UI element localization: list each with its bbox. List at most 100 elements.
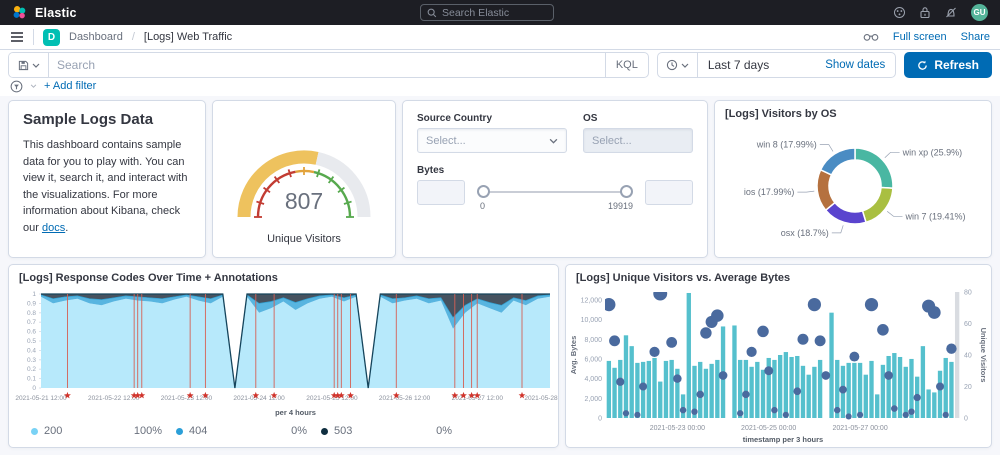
svg-text:0.5: 0.5	[27, 338, 36, 345]
legend-percentage: 0%	[436, 425, 452, 437]
breadcrumb-separator: /	[132, 31, 135, 43]
svg-text:per 4 hours: per 4 hours	[275, 408, 316, 417]
os-label: OS	[583, 113, 693, 124]
filter-funnel-icon[interactable]	[10, 80, 23, 93]
svg-text:2021-05-26 12:00: 2021-05-26 12:00	[379, 395, 431, 402]
bell-slash-icon[interactable]	[944, 6, 958, 19]
svg-text:0: 0	[598, 416, 602, 423]
legend-item[interactable]: 200100%	[31, 425, 162, 437]
svg-text:0.9: 0.9	[27, 300, 36, 307]
breadcrumb-current: [Logs] Web Traffic	[144, 31, 232, 43]
gauge-caption: Unique Visitors	[267, 233, 341, 245]
panel-title: [Logs] Unique Visitors vs. Average Bytes	[566, 265, 991, 286]
svg-text:win 8 (17.99%): win 8 (17.99%)	[756, 140, 817, 150]
svg-text:80: 80	[964, 290, 972, 297]
dashboard-app-badge[interactable]: D	[43, 29, 60, 46]
global-search-input[interactable]: Search Elastic	[420, 4, 554, 21]
source-country-select[interactable]: Select...	[417, 128, 567, 153]
saved-query-menu-button[interactable]	[9, 53, 49, 77]
markdown-body: This dashboard contains sample data for …	[23, 137, 191, 236]
legend-item[interactable]: 503 0%	[321, 425, 452, 437]
slider-min-label: 0	[480, 201, 485, 211]
query-language-button[interactable]: KQL	[605, 53, 648, 77]
glasses-icon[interactable]	[863, 32, 879, 42]
svg-text:8,000: 8,000	[584, 337, 602, 344]
svg-text:0.2: 0.2	[27, 366, 36, 373]
chevron-down-icon	[32, 63, 40, 68]
visitors-vs-bytes-chart[interactable]: 02,0004,0006,0008,00010,00012,0000204060…	[566, 286, 991, 446]
save-icon	[18, 60, 29, 71]
chevron-down-icon	[549, 138, 558, 144]
search-icon	[427, 8, 437, 18]
svg-text:timestamp per 3 hours: timestamp per 3 hours	[743, 435, 823, 444]
svg-text:20: 20	[964, 384, 972, 391]
source-country-label: Source Country	[417, 113, 567, 124]
svg-text:6,000: 6,000	[584, 356, 602, 363]
svg-text:2021-05-21 12:00: 2021-05-21 12:00	[15, 395, 67, 402]
slider-handle-max[interactable]	[620, 185, 633, 198]
legend-dot	[176, 428, 183, 435]
time-range-value[interactable]: Last 7 days	[698, 58, 815, 72]
refresh-button[interactable]: Refresh	[904, 52, 992, 78]
panel-title: [Logs] Visitors by OS	[715, 101, 991, 122]
legend-dot	[321, 428, 328, 435]
brand-name: Elastic	[35, 6, 77, 20]
svg-text:0.6: 0.6	[27, 329, 36, 336]
bytes-label: Bytes	[417, 165, 693, 176]
menu-hamburger-icon[interactable]	[10, 31, 24, 43]
visitors-by-os-donut-chart[interactable]: win xp (25.9%)win 7 (19.41%)osx (18.7%)i…	[715, 122, 992, 252]
global-header: Elastic Search Elastic GU	[0, 0, 1000, 25]
response-codes-area-chart[interactable]: 00.10.20.30.40.50.60.70.80.912021-05-21 …	[9, 286, 558, 419]
svg-text:1: 1	[32, 291, 36, 298]
full-screen-button[interactable]: Full screen	[893, 31, 947, 43]
slider-track[interactable]	[483, 191, 627, 193]
legend-item[interactable]: 4040%	[176, 425, 307, 437]
svg-text:12,000: 12,000	[581, 297, 603, 304]
panel-controls: Source Country Select... OS Select... By…	[402, 100, 708, 258]
legend-label: 404	[189, 425, 207, 437]
docs-link[interactable]: docs	[42, 222, 65, 234]
svg-text:40: 40	[964, 353, 972, 360]
time-picker-quick-menu[interactable]	[658, 53, 698, 77]
elastic-logo[interactable]	[12, 5, 27, 20]
panel-response-codes: [Logs] Response Codes Over Time + Annota…	[8, 264, 559, 448]
search-input[interactable]	[49, 53, 605, 77]
chevron-down-icon	[681, 63, 689, 68]
gauge-chart[interactable]: 807	[214, 119, 394, 231]
svg-text:win xp (25.9%): win xp (25.9%)	[902, 147, 963, 157]
svg-text:0.7: 0.7	[27, 319, 36, 326]
breadcrumb-root[interactable]: Dashboard	[69, 31, 123, 43]
filter-bar: + Add filter	[0, 80, 1000, 96]
legend-percentage: 100%	[134, 425, 162, 437]
svg-text:10,000: 10,000	[581, 317, 603, 324]
panel-visitors-vs-bytes: [Logs] Unique Visitors vs. Average Bytes…	[565, 264, 992, 448]
refresh-icon	[917, 60, 928, 71]
user-avatar[interactable]: GU	[971, 4, 988, 21]
add-filter-button[interactable]: + Add filter	[44, 80, 96, 92]
bytes-max-input[interactable]	[645, 180, 693, 205]
os-select[interactable]: Select...	[583, 128, 693, 153]
divider	[33, 29, 34, 45]
panel-sample-logs-data: Sample Logs Data This dashboard contains…	[8, 100, 206, 258]
query-input-group: KQL	[8, 52, 649, 78]
bytes-min-input[interactable]	[417, 180, 465, 205]
global-search-placeholder: Search Elastic	[442, 7, 509, 19]
svg-text:4,000: 4,000	[584, 376, 602, 383]
dashboard-grid: Sample Logs Data This dashboard contains…	[0, 96, 1000, 455]
svg-text:0.1: 0.1	[27, 376, 36, 383]
svg-text:osx (18.7%): osx (18.7%)	[781, 228, 829, 238]
nav-bar: D Dashboard / [Logs] Web Traffic Full sc…	[0, 25, 1000, 50]
lock-icon[interactable]	[919, 6, 931, 19]
slider-max-label: 19919	[608, 201, 633, 211]
globe-icon[interactable]	[893, 6, 906, 19]
share-button[interactable]: Share	[961, 31, 990, 43]
svg-text:2021-05-22 12:00: 2021-05-22 12:00	[88, 395, 140, 402]
svg-text:Unique Visitors: Unique Visitors	[979, 328, 988, 383]
slider-handle-min[interactable]	[477, 185, 490, 198]
markdown-title: Sample Logs Data	[23, 111, 191, 128]
legend-label: 503	[334, 425, 352, 437]
svg-text:2021-05-25 00:00: 2021-05-25 00:00	[741, 425, 796, 432]
response-codes-legend: 200100% 4040% 503 0%	[9, 424, 464, 437]
svg-text:0.8: 0.8	[27, 310, 36, 317]
show-dates-button[interactable]: Show dates	[815, 59, 895, 71]
